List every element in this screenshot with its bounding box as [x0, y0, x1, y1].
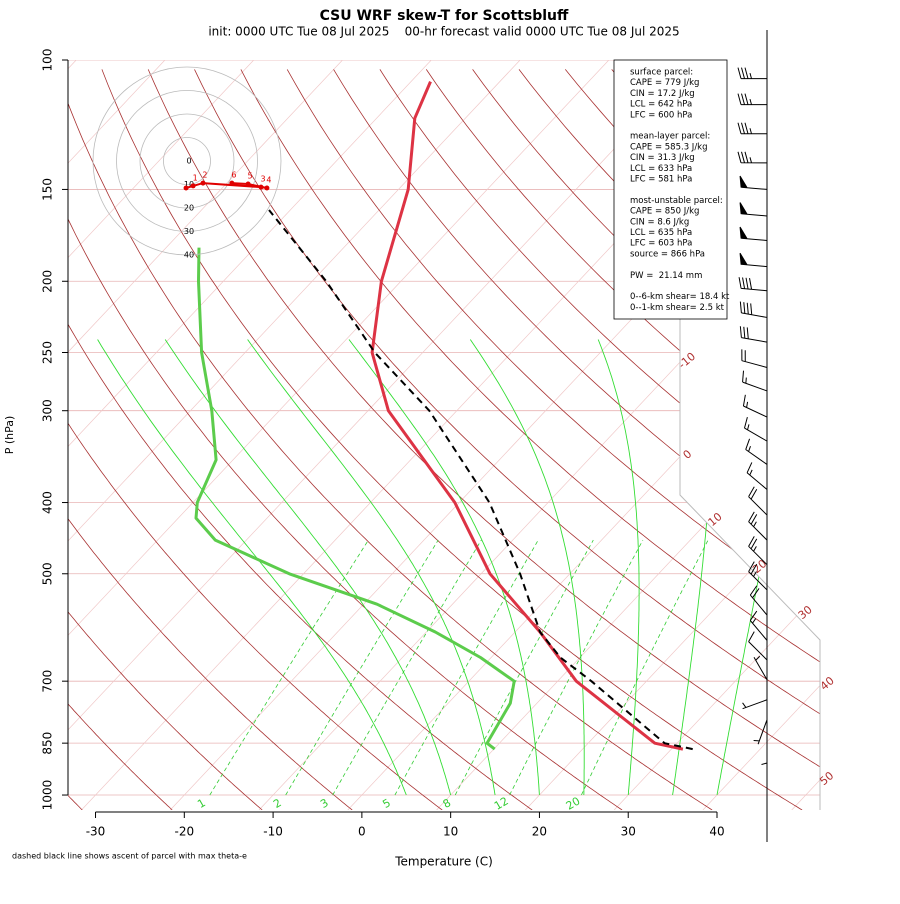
info-text: LCL = 642 hPa	[630, 100, 692, 110]
y-axis-label: P (hPa)	[3, 416, 16, 455]
info-text: mean-layer parcel:	[630, 132, 710, 142]
chart-subtitle: init: 0000 UTC Tue 08 Jul 2025 00-hr for…	[208, 25, 679, 39]
x-tick-label: -20	[175, 825, 195, 839]
hodograph-point	[184, 186, 189, 191]
hodograph-point	[229, 181, 234, 186]
info-text: PW = 21.14 mm	[630, 271, 702, 281]
y-tick-label: 1000	[41, 780, 55, 811]
info-text: CAPE = 779 J/kg	[630, 78, 699, 88]
info-text: surface parcel:	[630, 68, 693, 78]
info-text: source = 866 hPa	[630, 249, 705, 259]
x-tick-label: -10	[263, 825, 283, 839]
x-tick-label: 30	[621, 825, 636, 839]
hodograph-ring-label: 30	[184, 227, 194, 236]
info-text: CIN = 8.6 J/kg	[630, 217, 689, 227]
info-text: LCL = 633 hPa	[630, 164, 692, 174]
y-tick-label: 700	[41, 670, 55, 693]
info-text: CIN = 31.3 J/kg	[630, 153, 695, 163]
hodograph-ring-label: 20	[184, 204, 194, 213]
hodograph-label: 3	[260, 175, 265, 184]
x-tick-label: 0	[358, 825, 366, 839]
info-text: LFC = 581 hPa	[630, 175, 692, 185]
hodograph-point	[246, 182, 251, 187]
hodograph-point	[259, 185, 264, 190]
y-tick-label: 500	[41, 562, 55, 585]
y-tick-label: 400	[41, 491, 55, 514]
x-axis-label: Temperature (C)	[394, 855, 493, 869]
info-text: LFC = 603 hPa	[630, 239, 692, 249]
hodograph-ring-label: 0	[186, 157, 191, 166]
x-tick-label: 40	[709, 825, 724, 839]
y-tick-label: 100	[41, 49, 55, 72]
info-text: CIN = 17.2 J/kg	[630, 89, 695, 99]
hodograph-label: 6	[231, 171, 236, 180]
y-tick-label: 250	[41, 341, 55, 364]
info-text: 0--6-km shear= 18.4 kt	[630, 292, 730, 302]
x-tick-label: 20	[532, 825, 547, 839]
hodograph-label: 2	[202, 171, 207, 180]
hodograph-point	[191, 183, 196, 188]
hodograph-label: 4	[266, 176, 271, 185]
info-text: CAPE = 850 J/kg	[630, 207, 699, 217]
x-tick-label: 10	[443, 825, 458, 839]
info-text: LCL = 635 hPa	[630, 228, 692, 238]
y-tick-label: 850	[41, 732, 55, 755]
y-tick-label: 200	[41, 270, 55, 293]
chart-title: CSU WRF skew-T for Scottsbluff	[320, 8, 569, 24]
hodograph-label: 5	[248, 172, 253, 181]
info-text: LFC = 600 hPa	[630, 110, 692, 120]
hodograph-point	[200, 181, 205, 186]
y-tick-label: 300	[41, 399, 55, 422]
info-text: CAPE = 585.3 J/kg	[630, 142, 708, 152]
hodograph-label: 1	[193, 173, 198, 182]
hodograph-ring-label: 40	[184, 251, 194, 260]
info-text: most-unstable parcel:	[630, 196, 723, 206]
info-text: 0--1-km shear= 2.5 kt	[630, 303, 725, 313]
footnote: dashed black line shows ascent of parcel…	[12, 852, 247, 861]
x-tick-label: -30	[86, 825, 106, 839]
y-tick-label: 150	[41, 178, 55, 201]
hodograph-point	[264, 186, 269, 191]
